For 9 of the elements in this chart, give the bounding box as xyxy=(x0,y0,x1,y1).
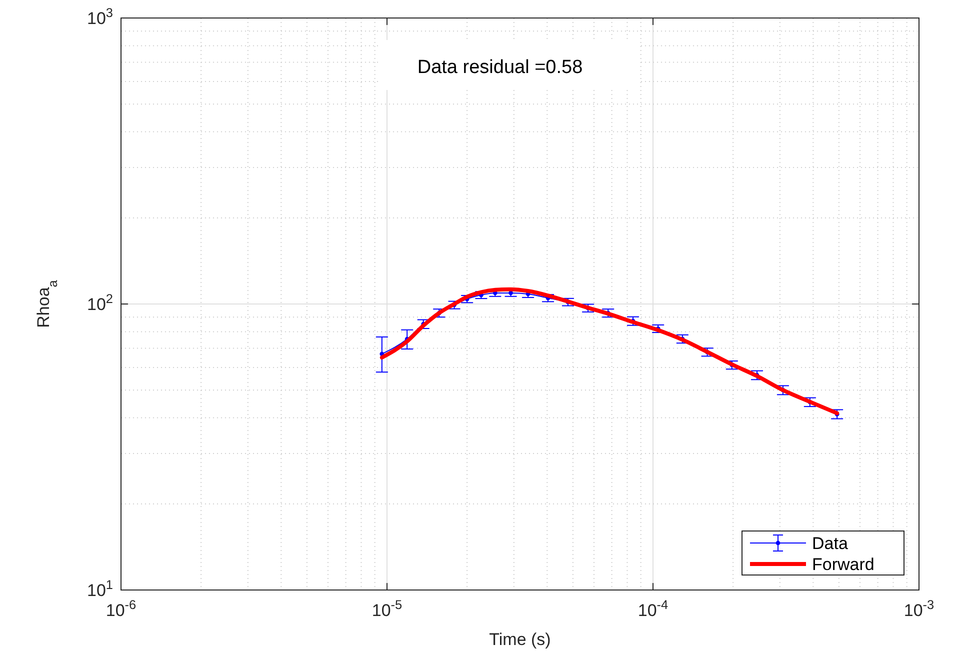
legend-label: Forward xyxy=(812,555,874,574)
annotation: Data residual =0.58 xyxy=(417,57,583,78)
y-tick-label: 10$^{3}$ xyxy=(86,4,113,28)
legend-label: Data xyxy=(812,534,848,553)
x-tick-label: 10$^{-4}$ xyxy=(638,596,668,620)
x-tick-label: 10$^{-5}$ xyxy=(372,596,402,620)
x-axis-title: Time (s) xyxy=(489,630,551,649)
y-tick-label: 10$^{2}$ xyxy=(86,290,113,314)
x-tick-label: 10$^{-3}$ xyxy=(904,596,934,620)
